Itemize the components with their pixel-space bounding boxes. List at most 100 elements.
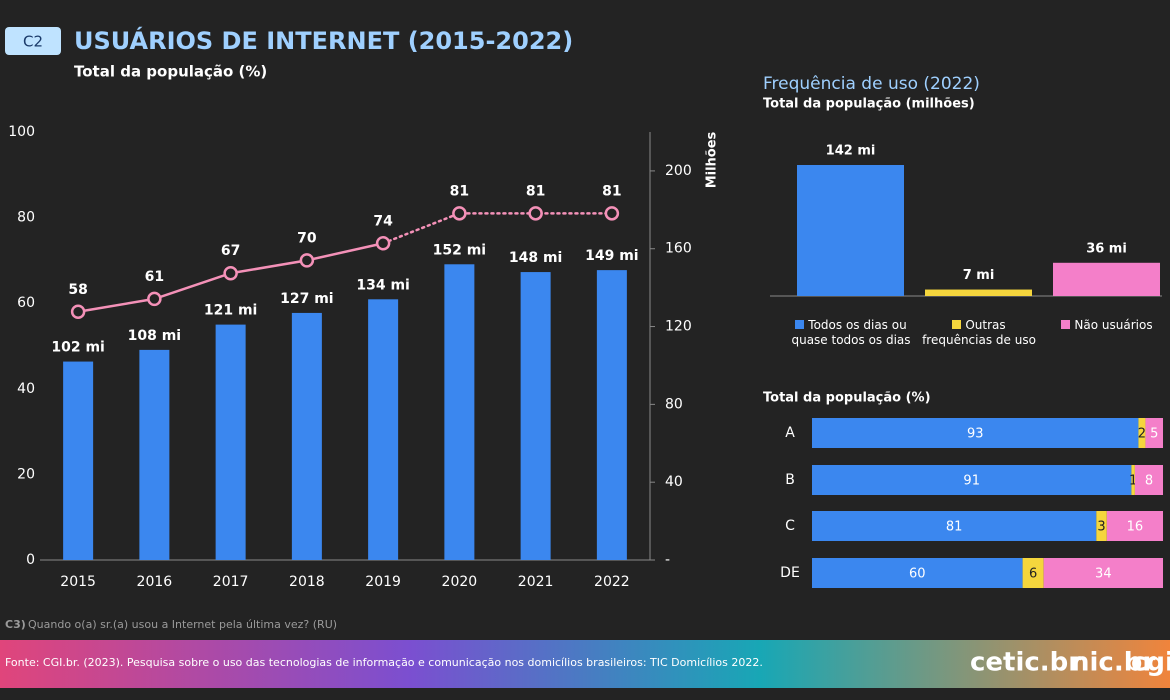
source: Fonte: CGI.br. (2023). Pesquisa sobre o … <box>5 656 763 669</box>
bar-segment <box>812 418 1139 448</box>
bar <box>797 165 904 296</box>
value-label: 70 <box>297 230 317 246</box>
value-label: 81 <box>946 520 963 535</box>
legend-swatch <box>795 320 805 329</box>
y-tick-label: 100 <box>8 124 35 140</box>
bar <box>63 361 94 560</box>
logo: cetic.br <box>970 648 1081 678</box>
bar-segment <box>1134 465 1163 495</box>
bar-segment <box>1145 418 1163 448</box>
y-tick-label: DE <box>780 565 800 581</box>
bar <box>1053 262 1160 296</box>
y-tick-label: B <box>785 472 795 488</box>
title: USUÁRIOS DE INTERNET (2015-2022) <box>74 26 573 55</box>
y2-axis-label: Milhões <box>705 131 720 188</box>
y-tick-label: C <box>785 518 795 534</box>
line <box>381 212 614 245</box>
y-tick-label: 20 <box>17 466 35 482</box>
y-tick-label: 0 <box>26 552 35 568</box>
value-label: 60 <box>909 567 926 582</box>
value-label: 149 mi <box>585 248 638 264</box>
chart-subtitle: Total da população (milhões) <box>763 97 975 112</box>
legend-item: Todos os dias ou quase todos os dias <box>789 318 914 348</box>
value-label: 142 mi <box>826 144 876 159</box>
x-tick-label: 2018 <box>289 574 325 590</box>
y2-tick-label: 40 <box>665 474 683 490</box>
marker <box>604 206 620 221</box>
y2-tick-label: - <box>665 552 670 568</box>
x-tick-label: 2016 <box>137 574 173 590</box>
value-label: 91 <box>963 474 980 489</box>
x-tick-label: 2015 <box>60 574 96 590</box>
bar-segment <box>1106 511 1163 541</box>
logo: cgi <box>1131 648 1170 678</box>
value-label: 6 <box>1029 567 1037 582</box>
legend-item: Não usuários <box>1045 318 1170 333</box>
value-label: 134 mi <box>356 277 409 293</box>
footer-band <box>0 640 1170 688</box>
legend-item: Outras frequências de uso <box>917 318 1042 348</box>
legend-swatch <box>1061 320 1071 329</box>
code-badge <box>5 27 61 55</box>
chart-title: Total da população (%) <box>763 391 931 406</box>
bar-segment <box>812 558 1023 588</box>
bar <box>291 312 322 560</box>
value-label: 108 mi <box>128 328 181 344</box>
bar-segment <box>812 511 1097 541</box>
value-label: 3 <box>1097 520 1105 535</box>
x-tick-label: 2017 <box>213 574 249 590</box>
value-label: 81 <box>602 183 621 199</box>
y2-tick-label: 160 <box>665 241 692 257</box>
y-tick-label: 40 <box>17 381 35 397</box>
bar-segment <box>1022 558 1044 588</box>
value-label: 81 <box>450 183 469 199</box>
legend-label: Outras frequências de uso <box>922 318 1036 347</box>
note-prefix: C3) <box>5 618 26 631</box>
bar <box>368 299 399 560</box>
bar <box>596 270 627 560</box>
value-label: 152 mi <box>433 242 486 258</box>
value-label: 61 <box>145 269 164 285</box>
value-label: 93 <box>967 427 984 442</box>
x-tick-label: 2020 <box>442 574 478 590</box>
bar-segment <box>812 465 1132 495</box>
value-label: 16 <box>1127 520 1144 535</box>
y-tick-label: A <box>785 425 795 441</box>
marker <box>452 206 467 221</box>
bar <box>139 349 170 560</box>
marker <box>223 265 238 281</box>
marker <box>70 304 86 320</box>
value-label: 67 <box>221 243 240 259</box>
y2-tick-label: 120 <box>665 319 692 335</box>
bar-segment <box>1043 558 1163 588</box>
bar-segment <box>1138 418 1146 448</box>
value-label: 81 <box>526 183 545 199</box>
value-label: 58 <box>68 282 87 298</box>
chart-title: Frequência de uso (2022) <box>763 74 980 94</box>
marker <box>299 253 315 268</box>
value-label: 1 <box>1129 474 1137 489</box>
y-tick-label: 60 <box>17 295 35 311</box>
note: Quando o(a) sr.(a) usou a Internet pela … <box>28 618 337 631</box>
x-tick-label: 2022 <box>594 574 630 590</box>
bar <box>444 264 475 560</box>
marker <box>147 291 162 307</box>
value-label: 8 <box>1145 474 1153 489</box>
y2-tick-label: 200 <box>665 163 692 179</box>
value-label: 127 mi <box>280 291 333 307</box>
legend-label: Não usuários <box>1074 318 1153 332</box>
legend-swatch <box>952 320 962 329</box>
value-label: 34 <box>1095 567 1112 582</box>
bar <box>925 289 1032 296</box>
bar-segment <box>1131 465 1135 495</box>
value-label: 7 mi <box>963 268 995 283</box>
marker <box>375 236 391 251</box>
y-tick-label: 80 <box>17 210 35 226</box>
x-tick-label: 2021 <box>518 574 554 590</box>
subtitle: Total da população (%) <box>74 63 267 81</box>
value-label: 148 mi <box>509 250 562 266</box>
bar-segment <box>1096 511 1107 541</box>
x-tick-label: 2019 <box>365 574 401 590</box>
value-label: 36 mi <box>1086 241 1127 256</box>
